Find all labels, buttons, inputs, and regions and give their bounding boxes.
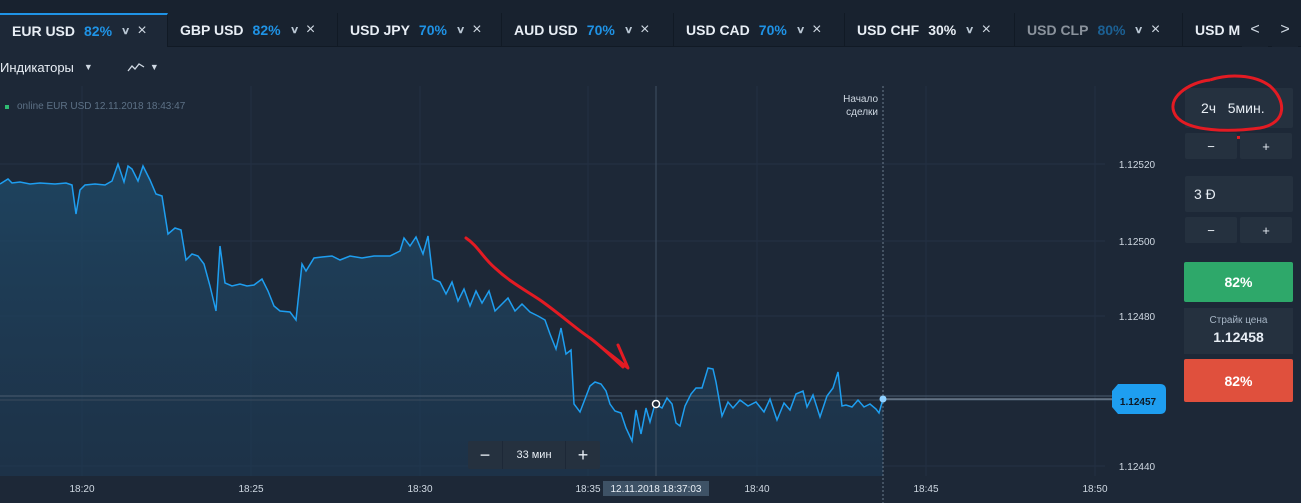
- chart-toolbar: Индикаторы ▼ ▼: [0, 48, 1170, 86]
- y-axis: 1.12520 1.12500 1.12480 1.12440: [1119, 160, 1156, 473]
- close-icon[interactable]: ×: [472, 21, 482, 38]
- zoom-control: − 33 мин +: [468, 441, 600, 469]
- caret-down-icon[interactable]: ▼: [83, 62, 93, 72]
- online-status: online EUR USD 12.11.2018 18:43:47: [5, 101, 185, 112]
- close-icon[interactable]: ×: [640, 21, 650, 38]
- crosshair-time-label: 12.11.2018 18:37:03: [610, 484, 701, 495]
- tab-eur-usd[interactable]: EUR USD 82% ∨ ×: [0, 13, 168, 47]
- crosshair-point: [651, 399, 661, 409]
- tab-label: USD CLP: [1027, 22, 1089, 38]
- zoom-in-button[interactable]: +: [577, 444, 589, 465]
- deal-start-label: Начало сделки: [822, 93, 878, 119]
- x-tick-label: 18:40: [744, 484, 769, 495]
- amount-plus-button[interactable]: +: [1240, 217, 1292, 243]
- price-chart[interactable]: 1.12520 1.12500 1.12480 1.12440 18:20 18:25 1…: [0, 86, 1170, 503]
- tab-aud-usd[interactable]: AUD USD 70% ∨ ×: [502, 13, 674, 47]
- tab-usd-jpy[interactable]: USD JPY 70% ∨ ×: [338, 13, 502, 47]
- put-button[interactable]: 82%: [1184, 359, 1293, 402]
- chevron-down-icon[interactable]: ∨: [289, 24, 300, 36]
- x-tick-label: 18:20: [69, 484, 94, 495]
- close-icon[interactable]: ×: [1150, 21, 1161, 38]
- x-tick-label: 18:50: [1082, 484, 1107, 495]
- tab-label: GBP USD: [180, 22, 244, 38]
- chevron-down-icon[interactable]: ∨: [120, 25, 131, 37]
- strike-price-value: 1.12458: [1213, 329, 1264, 345]
- strike-price-box: Страйк цена 1.12458: [1184, 308, 1293, 354]
- tab-payout: 70%: [758, 22, 787, 38]
- tab-label: EUR USD: [12, 23, 76, 39]
- strike-price-label: Страйк цена: [1209, 315, 1268, 326]
- tab-usd-clp[interactable]: USD CLP 80% ∨ ×: [1015, 13, 1183, 47]
- chevron-down-icon[interactable]: ∨: [965, 24, 975, 36]
- online-dot-icon: [5, 104, 9, 109]
- current-point: [879, 395, 887, 403]
- tab-payout: 82%: [252, 22, 281, 38]
- asset-tab-bar: EUR USD 82% ∨ × GBP USD 82% ∨ × USD JPY …: [0, 0, 1301, 47]
- tab-label: USD CHF: [857, 22, 920, 38]
- close-icon[interactable]: ×: [812, 21, 822, 38]
- close-icon[interactable]: ×: [137, 22, 147, 39]
- annotation-arrowhead: [599, 343, 630, 370]
- y-tick-label: 1.12520: [1119, 160, 1156, 171]
- price-line: [0, 161, 884, 444]
- line-chart-icon: [127, 63, 145, 72]
- deal-start-label-line2: сделки: [846, 107, 878, 118]
- tab-label: USD CAD: [686, 22, 750, 38]
- tab-payout: 82%: [84, 23, 113, 39]
- close-icon[interactable]: ×: [981, 21, 991, 38]
- tab-payout: 30%: [928, 22, 957, 38]
- y-tick-label: 1.12480: [1119, 312, 1156, 323]
- tab-payout: 80%: [1097, 22, 1126, 38]
- current-price-label: 1.12457: [1120, 397, 1157, 408]
- trade-panel: 2ч 5мин. − + 3 Đ − + 82% Страйк цена 1.1…: [1170, 48, 1301, 503]
- x-tick-label: 18:35: [575, 484, 600, 495]
- deal-start-label-line1: Начало: [843, 94, 878, 105]
- y-tick-label: 1.12500: [1119, 237, 1156, 248]
- tab-usd-chf[interactable]: USD CHF 30% ∨ ×: [845, 13, 1015, 47]
- crosshair-time-badge: [603, 481, 709, 496]
- chevron-down-icon[interactable]: ∨: [455, 24, 466, 36]
- tab-usd-m[interactable]: USD M: [1183, 13, 1241, 47]
- tab-label: AUD USD: [514, 22, 578, 38]
- tab-label: USD M: [1195, 22, 1241, 38]
- chevron-down-icon[interactable]: ∨: [1134, 24, 1144, 36]
- x-tick-label: 18:45: [913, 484, 938, 495]
- chevron-down-icon[interactable]: ∨: [623, 24, 634, 36]
- indicators-menu[interactable]: Индикаторы: [0, 59, 74, 75]
- close-icon[interactable]: ×: [305, 21, 316, 38]
- x-tick-label: 18:30: [407, 484, 432, 495]
- caret-down-icon: ▼: [149, 62, 159, 72]
- time-plus-button[interactable]: +: [1240, 133, 1292, 159]
- amount-value: 3 Đ: [1194, 186, 1216, 202]
- tab-payout: 70%: [418, 22, 447, 38]
- tab-label: USD JPY: [350, 22, 410, 38]
- amount-field[interactable]: 3 Đ: [1185, 176, 1293, 212]
- y-tick-label: 1.12440: [1119, 462, 1156, 473]
- price-area: [0, 164, 883, 476]
- online-label: online EUR USD 12.11.2018 18:43:47: [17, 101, 186, 112]
- tab-payout: 70%: [586, 22, 615, 38]
- call-button[interactable]: 82%: [1184, 262, 1293, 302]
- x-axis: 18:20 18:25 18:30 18:35 18:40 18:45 18:50: [69, 484, 1107, 495]
- amount-minus-button[interactable]: −: [1185, 217, 1237, 243]
- expiry-time-value: 2ч 5мин.: [1201, 100, 1265, 116]
- current-price-badge: [1112, 384, 1166, 414]
- tab-scroll-left-icon[interactable]: <: [1242, 13, 1268, 47]
- zoom-out-button[interactable]: −: [479, 444, 491, 465]
- tab-scroll-right-icon[interactable]: >: [1272, 13, 1298, 47]
- tab-gbp-usd[interactable]: GBP USD 82% ∨ ×: [168, 13, 338, 47]
- chevron-down-icon[interactable]: ∨: [795, 24, 806, 36]
- chart-type-menu[interactable]: ▼: [127, 62, 159, 72]
- tab-usd-cad[interactable]: USD CAD 70% ∨ ×: [674, 13, 845, 47]
- zoom-value: 33 мин: [502, 441, 566, 469]
- time-minus-button[interactable]: −: [1185, 133, 1237, 159]
- x-tick-label: 18:25: [238, 484, 263, 495]
